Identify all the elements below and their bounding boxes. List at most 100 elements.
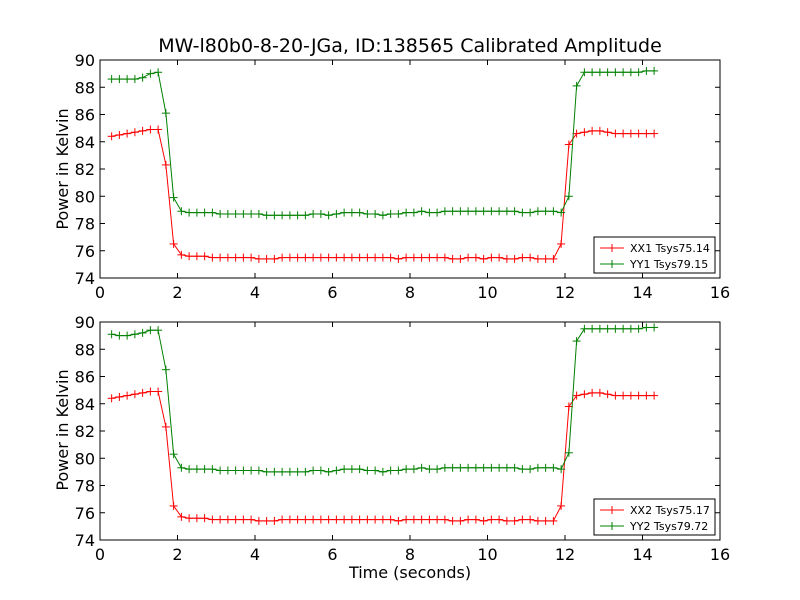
bottom-data-point <box>386 515 395 524</box>
bottom-ytick-label: 90 <box>75 313 95 332</box>
bottom-data-point <box>471 515 480 524</box>
bottom-data-point <box>262 467 271 476</box>
bottom-data-point <box>278 515 287 524</box>
top-data-point <box>533 207 542 216</box>
bottom-data-point <box>223 515 232 524</box>
bottom-legend-item: XX2 Tsys75.17 <box>600 504 710 517</box>
top-xtick-label: 2 <box>172 283 182 302</box>
top-data-point <box>541 254 550 263</box>
top-data-point <box>495 207 504 216</box>
top-data-point <box>192 252 201 261</box>
bottom-legend-label: XX2 Tsys75.17 <box>630 504 710 517</box>
bottom-data-point <box>510 463 519 472</box>
top-data-point <box>309 253 318 262</box>
top-xtick-label: 6 <box>327 283 337 302</box>
top-data-point <box>293 253 302 262</box>
top-data-point <box>192 208 201 217</box>
bottom-data-point <box>619 391 628 400</box>
top-data-point <box>479 207 488 216</box>
bottom-data-point <box>572 337 581 346</box>
top-data-point <box>223 209 232 218</box>
top-legend-label: XX1 Tsys75.14 <box>630 242 710 255</box>
bottom-data-point <box>642 391 651 400</box>
top-data-point <box>216 209 225 218</box>
bottom-ytick-label: 76 <box>75 504 95 523</box>
bottom-data-point <box>502 516 511 525</box>
top-legend-label: YY1 Tsys79.15 <box>629 258 708 271</box>
bottom-data-point <box>130 390 139 399</box>
top-xtick-label: 12 <box>555 283 575 302</box>
top-data-point <box>200 208 209 217</box>
bottom-legend-item: YY2 Tsys79.72 <box>600 520 708 533</box>
top-data-point <box>324 211 333 220</box>
top-data-point <box>650 129 659 138</box>
bottom-data-point <box>572 391 581 400</box>
top-data-point <box>502 254 511 263</box>
bottom-data-point <box>479 463 488 472</box>
bottom-data-point <box>487 515 496 524</box>
bottom-data-point <box>487 463 496 472</box>
bottom-data-point <box>107 394 116 403</box>
top-data-point <box>440 207 449 216</box>
bottom-data-point <box>309 515 318 524</box>
bottom-data-point <box>595 388 604 397</box>
bottom-data-point <box>123 331 132 340</box>
top-data-point <box>254 254 263 263</box>
top-data-point <box>301 211 310 220</box>
bottom-data-point <box>138 328 147 337</box>
bottom-ylabel: Power in Kelvin <box>53 369 72 490</box>
top-data-point <box>324 253 333 262</box>
bottom-data-point <box>231 515 240 524</box>
bottom-data-point <box>247 515 256 524</box>
top-data-point <box>471 253 480 262</box>
top-xtick-label: 8 <box>405 283 415 302</box>
top-ylabel: Power in Kelvin <box>53 108 72 229</box>
top-data-point <box>316 209 325 218</box>
top-xtick-label: 16 <box>710 283 730 302</box>
top-data-point <box>239 253 248 262</box>
bottom-ytick-label: 80 <box>75 449 95 468</box>
top-data-point <box>479 254 488 263</box>
top-data-point <box>572 129 581 138</box>
top-data-point <box>223 253 232 262</box>
top-data-point <box>270 254 279 263</box>
top-data-point <box>456 207 465 216</box>
bottom-xtick-label: 10 <box>477 545 497 564</box>
top-data-point <box>502 207 511 216</box>
bottom-data-point <box>541 463 550 472</box>
bottom-data-point <box>371 515 380 524</box>
top-data-point <box>541 207 550 216</box>
bottom-data-point <box>402 465 411 474</box>
top-data-point <box>464 253 473 262</box>
top-data-point <box>278 253 287 262</box>
top-data-point <box>293 211 302 220</box>
top-data-point <box>177 250 186 259</box>
bottom-data-point <box>270 467 279 476</box>
bottom-data-point <box>464 515 473 524</box>
top-xtick-label: 4 <box>250 283 260 302</box>
top-data-point <box>208 208 217 217</box>
top-data-point <box>634 68 643 77</box>
bottom-data-point <box>285 515 294 524</box>
top-data-point <box>417 207 426 216</box>
top-data-point <box>471 207 480 216</box>
top-data-point <box>340 208 349 217</box>
bottom-series-2 <box>107 323 659 476</box>
top-data-point <box>642 129 651 138</box>
bottom-ytick-label: 84 <box>75 395 95 414</box>
bottom-xtick-label: 16 <box>710 545 730 564</box>
bottom-data-point <box>557 465 566 474</box>
top-data-point <box>619 129 628 138</box>
bottom-series-line <box>111 327 655 473</box>
bottom-data-point <box>254 466 263 475</box>
top-data-point <box>386 209 395 218</box>
top-data-point <box>285 211 294 220</box>
bottom-data-point <box>440 463 449 472</box>
bottom-data-point <box>425 515 434 524</box>
bottom-data-point <box>394 516 403 525</box>
top-ytick-label: 74 <box>75 269 95 288</box>
bottom-data-point <box>161 422 170 431</box>
top-data-point <box>216 253 225 262</box>
bottom-data-point <box>363 515 372 524</box>
